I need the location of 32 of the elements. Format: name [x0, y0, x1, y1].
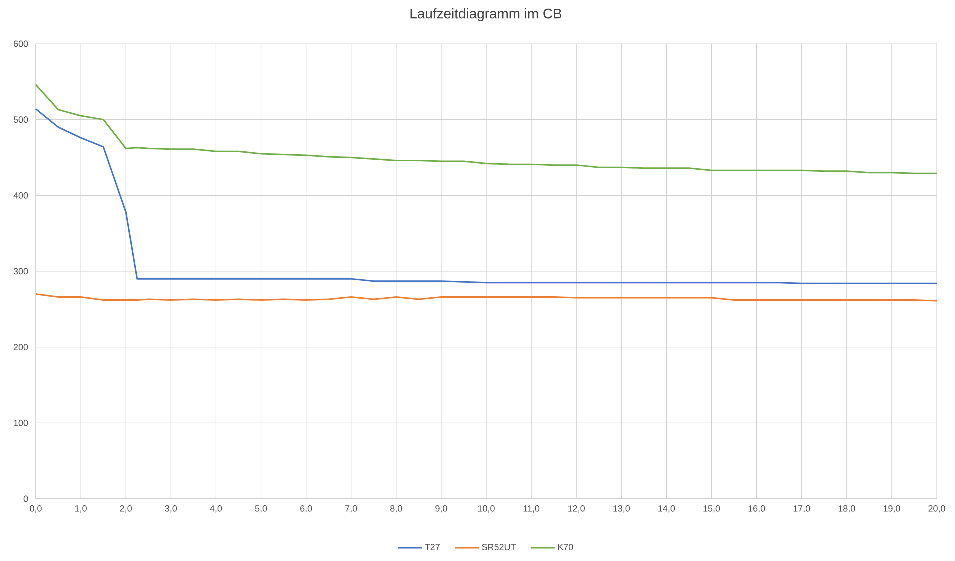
x-tick-label: 7,0 — [346, 506, 358, 513]
legend-label: K70 — [558, 544, 574, 550]
y-tick-label: 500 — [14, 116, 28, 123]
x-tick-label: 2,0 — [120, 506, 132, 513]
x-tick-label: 12,0 — [568, 506, 585, 513]
x-tick-label: 18,0 — [838, 506, 856, 513]
x-tick-label: 15,0 — [704, 506, 720, 513]
x-tick-label: 10,0 — [478, 506, 495, 513]
legend-label: SR52UT — [482, 544, 516, 550]
chart-title: Laufzeitdiagramm im CB — [410, 8, 562, 22]
y-tick-label: 100 — [14, 420, 28, 426]
x-tick-label: 16,0 — [748, 506, 766, 513]
x-tick-label: 1,0 — [76, 506, 87, 513]
x-tick-label: 0,0 — [30, 506, 42, 513]
y-tick-label: 0 — [24, 496, 28, 502]
x-tick-label: 13,0 — [614, 506, 630, 513]
x-tick-label: 17,0 — [794, 506, 810, 513]
x-tick-label: 9,0 — [436, 506, 448, 513]
y-tick-label: 200 — [14, 344, 28, 350]
x-tick-label: 20,0 — [928, 506, 946, 513]
y-tick-label: 300 — [14, 268, 28, 275]
x-tick-label: 3,0 — [165, 506, 178, 513]
x-tick-label: 8,0 — [390, 506, 402, 513]
x-tick-label: 14,0 — [658, 506, 676, 513]
x-tick-label: 6,0 — [300, 506, 312, 513]
legend-label: T27 — [425, 544, 440, 550]
x-tick-label: 5,0 — [255, 506, 268, 513]
x-tick-label: 19,0 — [884, 506, 900, 513]
y-tick-label: 400 — [14, 192, 28, 199]
x-tick-label: 11,0 — [524, 506, 540, 513]
x-tick-label: 4,0 — [210, 506, 222, 513]
y-tick-label: 600 — [14, 40, 28, 48]
